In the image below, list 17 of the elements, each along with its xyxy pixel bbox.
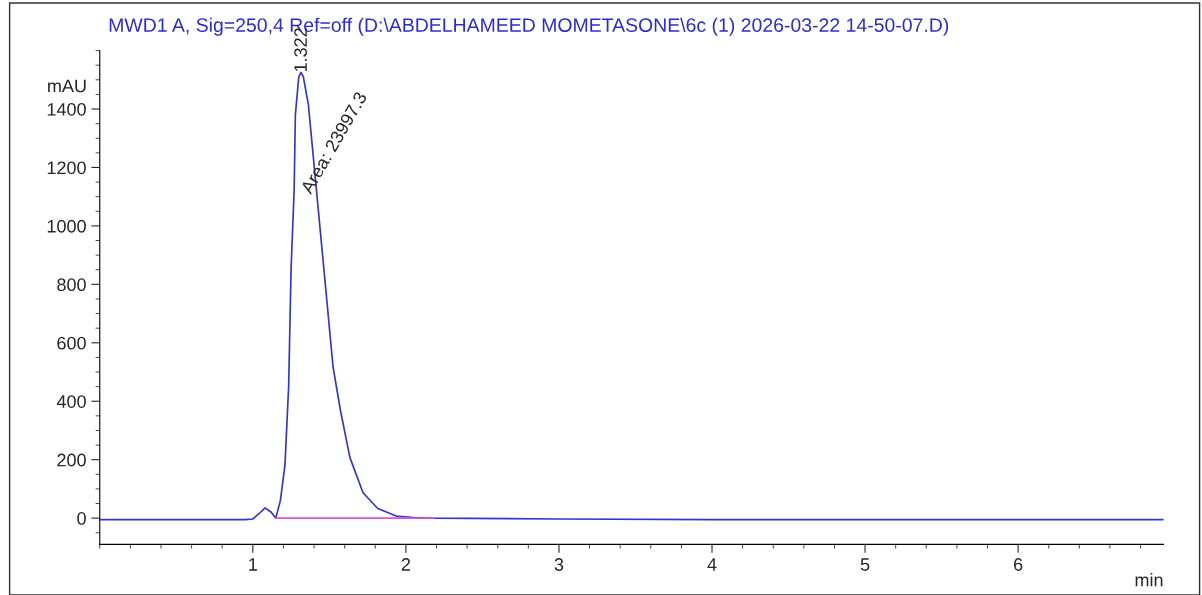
y-tick-label: 600	[57, 336, 86, 350]
x-tick-label: 5	[860, 558, 870, 571]
x-tick-label: 2	[401, 558, 410, 571]
x-axis-title: min	[1135, 573, 1163, 587]
line-series	[99, 71, 1164, 521]
x-tick-label: 6	[1014, 558, 1023, 571]
y-tick-label: 800	[57, 278, 86, 292]
y-tick-label: 1400	[47, 102, 86, 116]
x-tick-label: 3	[554, 558, 564, 571]
y-tick-label: 1000	[47, 219, 86, 233]
x-tick-label: 4	[707, 558, 717, 571]
y-tick-label: 1200	[47, 161, 86, 175]
y-tick-label: 0	[77, 512, 86, 525]
y-axis-title: mAU	[48, 79, 86, 93]
x-tick-label: 1	[249, 558, 257, 571]
y-tick-label: 200	[57, 453, 86, 467]
y-tick-label: 400	[56, 395, 86, 408]
